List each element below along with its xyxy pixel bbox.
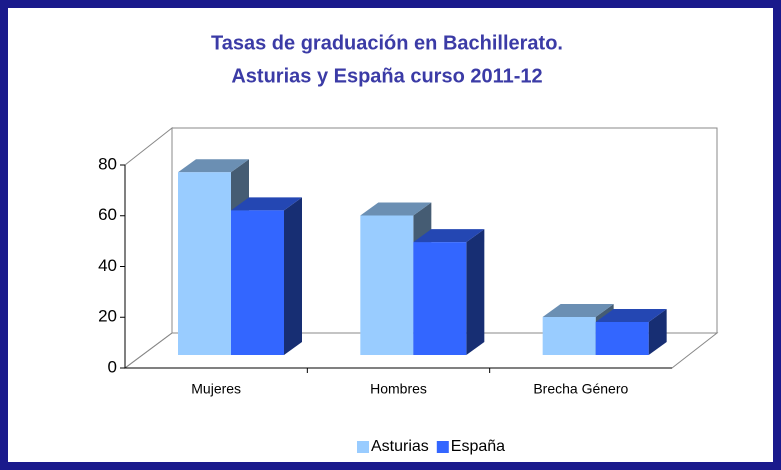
bar-front [360,215,414,355]
bar-top [595,309,667,323]
legend-label: Asturias [371,438,429,455]
legend-swatch [357,441,369,453]
legend-label: España [451,438,505,455]
y-tick-label: 40 [98,256,117,275]
bar [595,309,667,355]
bar-top [413,229,485,243]
bar-top [178,159,249,173]
chart-title: Tasas de graduación en Bachillerato. [211,32,563,54]
y-tick-label: 60 [98,205,117,224]
bar-side [466,229,485,355]
legend-swatch [436,441,449,453]
bar-front [413,242,467,355]
bar [231,197,302,355]
x-tick-label: Hombres [370,381,427,397]
bar-top [360,202,432,216]
x-tick-label: Mujeres [191,381,241,397]
bar [413,229,485,355]
bar-front [231,210,284,355]
bar-front [595,322,649,355]
bar-front [178,172,231,355]
bar-side [284,197,302,355]
bar-top [542,303,614,317]
chart-title: Asturias y España curso 2011-12 [231,65,542,87]
bar-front [542,316,596,355]
y-tick-label: 80 [98,154,117,173]
y-tick-label: 0 [108,357,117,376]
bar-side [648,309,667,355]
bar-top [231,197,302,211]
x-tick-label: Brecha Género [533,381,628,397]
y-tick-label: 20 [98,307,117,326]
